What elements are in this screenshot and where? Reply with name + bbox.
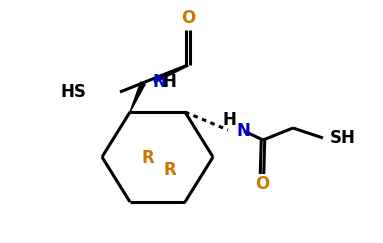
Polygon shape — [130, 82, 145, 112]
Text: HS: HS — [60, 83, 86, 101]
Text: N: N — [236, 122, 250, 140]
Text: N: N — [153, 73, 167, 91]
Text: H: H — [222, 111, 236, 129]
Text: R: R — [164, 161, 177, 179]
Text: O: O — [181, 9, 195, 27]
Text: SH: SH — [330, 129, 356, 147]
Text: H: H — [163, 73, 177, 91]
Text: R: R — [142, 149, 154, 167]
Text: O: O — [255, 175, 269, 193]
